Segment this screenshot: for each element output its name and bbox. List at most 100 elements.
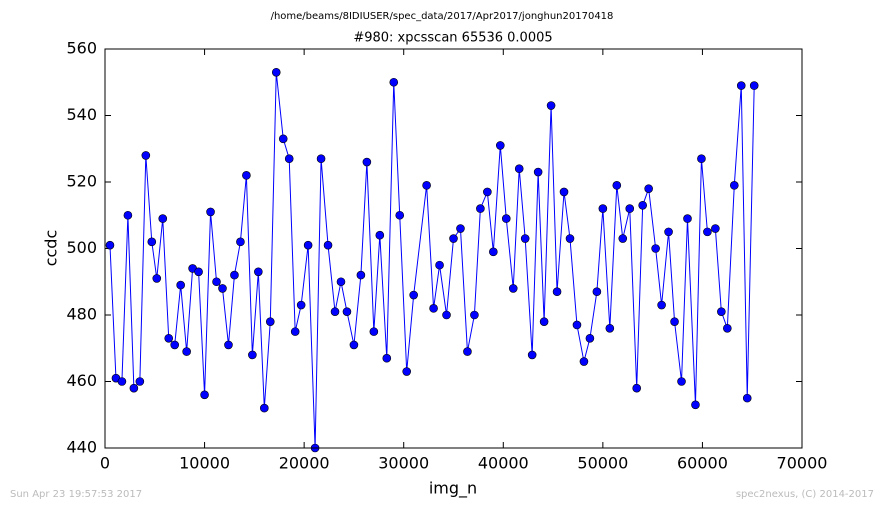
data-point xyxy=(224,340,233,350)
data-point xyxy=(657,300,666,310)
data-point xyxy=(651,244,660,253)
data-point xyxy=(552,287,562,297)
data-point xyxy=(514,164,524,173)
data-point xyxy=(265,317,275,326)
data-point xyxy=(683,214,692,223)
data-point xyxy=(242,171,251,180)
data-point xyxy=(559,187,569,197)
data-point xyxy=(742,393,752,403)
data-point xyxy=(476,204,485,213)
data-point xyxy=(717,307,726,316)
data-point xyxy=(736,81,746,90)
data-point xyxy=(254,267,263,277)
x-tick-label: 40000 xyxy=(478,454,529,473)
data-point xyxy=(618,234,628,243)
data-point xyxy=(369,327,379,336)
data-point xyxy=(284,154,294,164)
data-point xyxy=(123,210,133,220)
data-point xyxy=(723,323,732,333)
data-point xyxy=(356,270,366,280)
data-point xyxy=(638,200,647,210)
x-tick-label: 20000 xyxy=(279,454,330,473)
data-point xyxy=(105,240,115,250)
data-point xyxy=(382,353,392,363)
x-axis-label: img_n xyxy=(429,479,477,499)
data-point xyxy=(429,304,438,313)
x-tick-label: 10000 xyxy=(179,454,230,473)
footer-right: spec2nexus, (C) 2014-2017 xyxy=(736,489,874,500)
data-point xyxy=(170,340,179,350)
data-point xyxy=(323,240,333,250)
data-point xyxy=(271,67,281,77)
data-point xyxy=(749,81,759,90)
y-tick-label: 440 xyxy=(66,438,97,457)
data-point xyxy=(579,357,589,366)
data-point xyxy=(129,383,139,393)
data-point xyxy=(206,207,215,217)
data-point xyxy=(572,320,582,330)
data-point xyxy=(729,181,739,190)
data-point xyxy=(489,247,498,257)
data-point xyxy=(409,290,418,300)
data-point xyxy=(395,210,405,220)
data-point xyxy=(435,260,444,270)
data-point xyxy=(456,224,465,233)
x-tick-label: 0 xyxy=(100,454,110,473)
data-point xyxy=(495,141,505,150)
data-point xyxy=(316,154,326,164)
data-point xyxy=(533,167,543,177)
data-point xyxy=(527,350,537,360)
y-tick-label: 480 xyxy=(66,305,97,324)
data-point xyxy=(236,237,245,247)
data-point xyxy=(212,277,221,287)
data-point xyxy=(389,77,399,87)
x-tick-label: 70000 xyxy=(777,454,828,473)
data-point xyxy=(520,234,530,243)
data-point xyxy=(677,377,686,386)
data-point xyxy=(703,227,712,237)
data-point xyxy=(449,234,458,243)
data-point xyxy=(585,333,595,343)
data-point xyxy=(164,333,174,343)
data-point xyxy=(218,284,227,293)
y-tick-label: 520 xyxy=(66,172,97,191)
footer-left: Sun Apr 23 19:57:53 2017 xyxy=(10,489,142,500)
data-point xyxy=(463,347,472,356)
data-point xyxy=(362,157,372,167)
data-point xyxy=(539,317,549,326)
data-point xyxy=(605,323,615,333)
data-point xyxy=(194,267,203,277)
data-point xyxy=(592,287,602,297)
data-point xyxy=(711,224,720,233)
data-point xyxy=(117,377,127,386)
data-point xyxy=(612,181,622,190)
x-tick-label: 60000 xyxy=(677,454,728,473)
data-point xyxy=(598,204,608,213)
data-point xyxy=(632,383,642,393)
data-point xyxy=(670,317,679,326)
data-point xyxy=(644,184,653,193)
data-point xyxy=(697,154,706,164)
data-point xyxy=(664,227,673,237)
data-point xyxy=(230,270,239,280)
data-point xyxy=(260,403,269,413)
y-tick-label: 460 xyxy=(66,371,97,390)
data-point xyxy=(470,310,479,320)
data-point xyxy=(135,377,145,386)
data-point xyxy=(501,214,511,223)
plot-frame xyxy=(104,48,803,449)
data-point xyxy=(147,237,157,247)
data-point xyxy=(375,230,385,240)
data-point xyxy=(342,307,352,316)
chart-title: #980: xpcsscan 65536 0.0005 xyxy=(353,31,552,46)
suptitle: /home/beams/8IDIUSER/spec_data/2017/Apr2… xyxy=(271,11,614,22)
data-point xyxy=(296,300,306,310)
data-point xyxy=(248,350,257,360)
data-point xyxy=(336,277,346,287)
data-point xyxy=(691,400,700,410)
data-point xyxy=(508,284,518,293)
data-point xyxy=(546,101,556,110)
y-tick-label: 560 xyxy=(66,39,97,58)
